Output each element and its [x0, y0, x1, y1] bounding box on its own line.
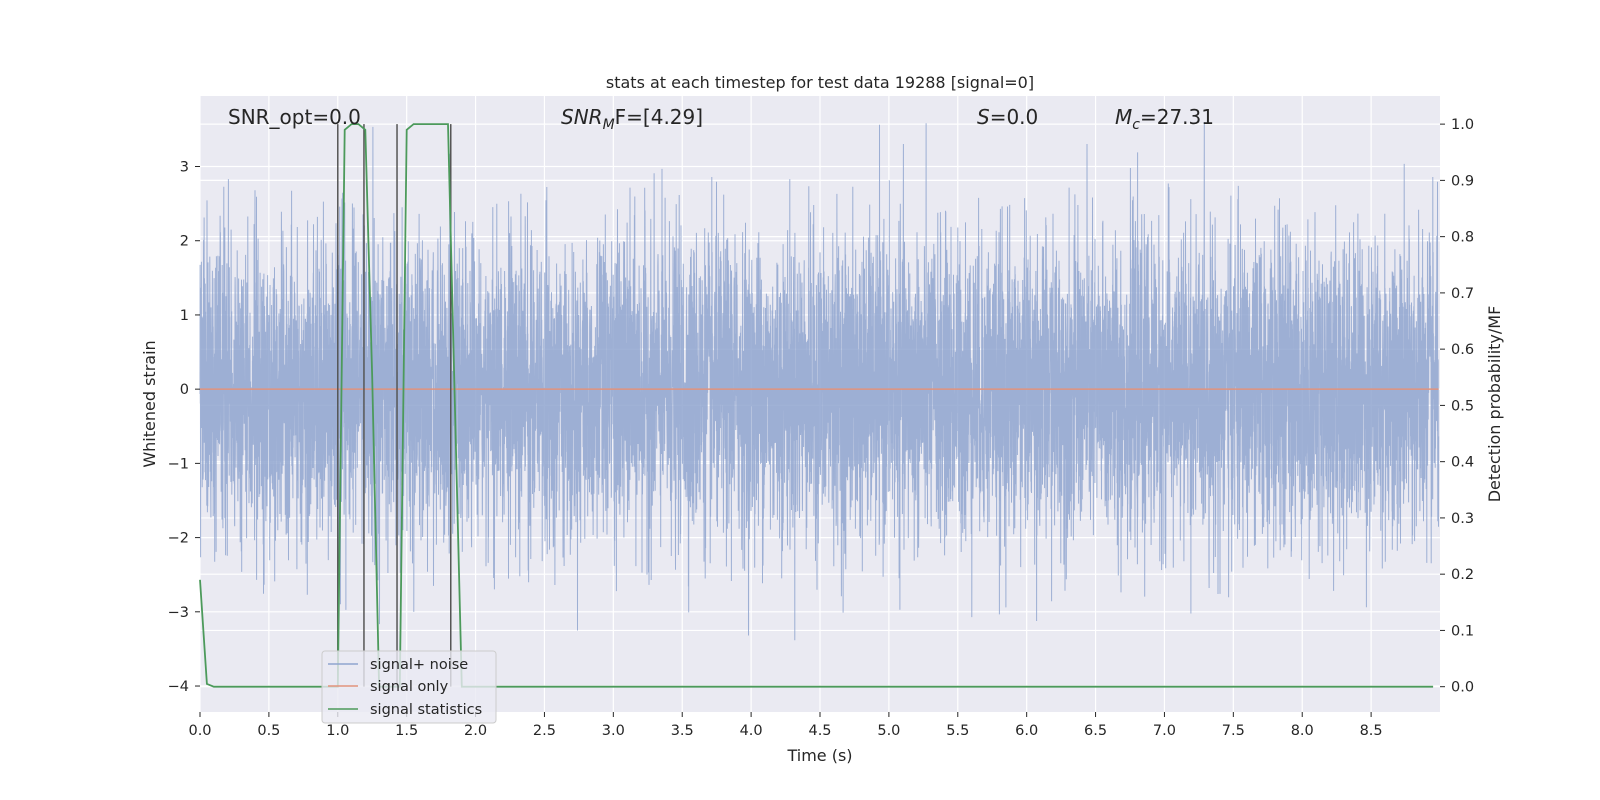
signal-plus-noise-line: [199, 121, 1440, 641]
y-axis-right-title: Detection probability/MF: [1485, 306, 1504, 503]
y-right-tick-label: 1.0: [1451, 117, 1474, 133]
x-tick-label: 5.5: [946, 723, 969, 739]
y-left-tick-label: 0: [180, 382, 189, 398]
x-tick-label: 2.5: [533, 723, 556, 739]
annotation-snr-mf: SNRMF=[4.29]: [561, 105, 703, 133]
y-right-tick-label: 0.8: [1451, 230, 1474, 246]
y-axis-left-title: Whitened strain: [140, 340, 159, 467]
annotation-mc-main: M: [1115, 105, 1132, 129]
annotation-snr-mf-sub: M: [603, 117, 615, 133]
legend-label-signal-noise: signal+ noise: [370, 657, 468, 673]
y-right-tick-label: 0.0: [1451, 680, 1474, 696]
y-right-tick-label: 0.9: [1451, 173, 1474, 189]
y-left-tick-label: −2: [168, 531, 189, 547]
legend: signal+ noise signal only signal statist…: [321, 650, 497, 724]
y-right-tick-label: 0.2: [1451, 567, 1474, 583]
x-tick-label: 4.5: [808, 723, 831, 739]
legend-label-signal-only: signal only: [370, 679, 449, 695]
x-tick-label: 6.0: [1015, 723, 1038, 739]
y-left-tick-label: 2: [180, 234, 189, 250]
x-tick-label: 3.5: [671, 723, 694, 739]
annotation-mc-sub: c: [1132, 117, 1140, 133]
y-left-tick-label: 1: [180, 308, 189, 324]
x-tick-label: 8.0: [1291, 723, 1314, 739]
annotation-s-rest: =0.0: [990, 105, 1039, 129]
y-right-tick-label: 0.4: [1451, 455, 1474, 471]
signal-plus-noise-series: [199, 121, 1440, 641]
y-left-tick-label: 3: [180, 160, 189, 176]
x-tick-label: 3.0: [602, 723, 625, 739]
annotation-s: S=0.0: [977, 105, 1038, 129]
x-axis-title: Time (s): [786, 746, 852, 765]
annotation-mc: Mc=27.31: [1115, 105, 1214, 133]
x-tick-label: 1.5: [395, 723, 418, 739]
x-tick-label: 7.0: [1153, 723, 1176, 739]
x-tick-label: 1.0: [326, 723, 349, 739]
annotation-snr-opt: SNR_opt=0.0: [228, 105, 361, 129]
chart-title: stats at each timestep for test data 192…: [606, 73, 1034, 92]
legend-label-signal-statistics: signal statistics: [370, 702, 482, 718]
legend-box: [321, 650, 497, 724]
annotation-snr-mf-rest: F=[4.29]: [615, 105, 703, 129]
y-left-tick-label: −1: [168, 456, 189, 472]
annotation-s-main: S: [977, 105, 990, 129]
x-tick-label: 6.5: [1084, 723, 1107, 739]
x-tick-label: 7.5: [1222, 723, 1245, 739]
x-tick-label: 2.0: [464, 723, 487, 739]
y-left-tick-label: −3: [168, 605, 189, 621]
annotation-mc-rest: =27.31: [1140, 105, 1214, 129]
x-tick-label: 4.0: [740, 723, 763, 739]
y-right-tick-label: 0.7: [1451, 286, 1474, 302]
x-tick-label: 0.0: [188, 723, 211, 739]
y-right-tick-label: 0.6: [1451, 342, 1474, 358]
x-tick-label: 8.5: [1360, 723, 1383, 739]
y-right-tick-label: 0.5: [1451, 398, 1474, 414]
y-left-tick-label: −4: [168, 679, 189, 695]
y-right-tick-label: 0.3: [1451, 511, 1474, 527]
annotation-snr-mf-main: SNR: [561, 105, 603, 129]
x-tick-label: 5.0: [877, 723, 900, 739]
x-tick-label: 0.5: [257, 723, 280, 739]
y-right-tick-label: 0.1: [1451, 623, 1474, 639]
axis-ticks: 0.0 0.5 1.0 1.5 2.0 2.5 3.0 3.5 4.0 4.5 5.0 5.5 6.0 6…: [168, 117, 1474, 739]
